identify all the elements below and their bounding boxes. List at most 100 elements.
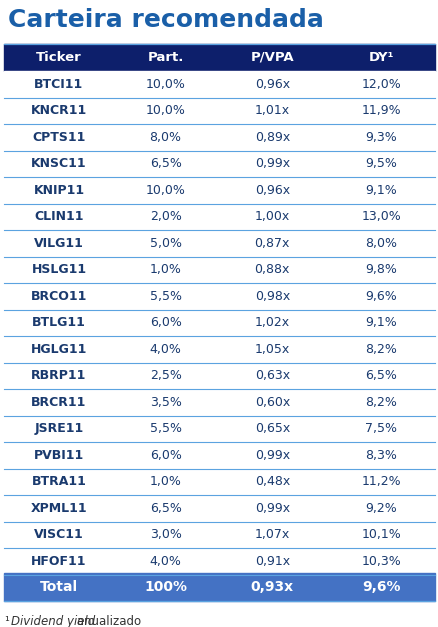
Bar <box>4 389 434 416</box>
Bar <box>4 442 434 468</box>
Text: 9,1%: 9,1% <box>364 184 396 197</box>
Text: 1,07x: 1,07x <box>254 529 289 541</box>
Text: 5,0%: 5,0% <box>149 237 181 250</box>
Text: 6,0%: 6,0% <box>149 316 181 329</box>
Bar <box>4 573 434 601</box>
Text: Ticker: Ticker <box>36 51 81 64</box>
Text: 4,0%: 4,0% <box>149 343 181 356</box>
Text: P/VPA: P/VPA <box>250 51 293 64</box>
Text: 0,99x: 0,99x <box>254 157 289 171</box>
Text: RBRP11: RBRP11 <box>31 369 86 382</box>
Bar <box>4 336 434 362</box>
Bar <box>4 522 434 548</box>
Text: Total: Total <box>40 580 78 594</box>
Text: BTCI11: BTCI11 <box>34 78 83 91</box>
Text: HGLG11: HGLG11 <box>31 343 87 356</box>
Text: 0,98x: 0,98x <box>254 290 289 303</box>
Text: 5,5%: 5,5% <box>149 290 181 303</box>
Text: 11,2%: 11,2% <box>360 475 400 488</box>
Text: 0,99x: 0,99x <box>254 449 289 461</box>
Text: 7,5%: 7,5% <box>364 422 396 435</box>
Bar <box>4 495 434 522</box>
Text: BTRA11: BTRA11 <box>32 475 86 488</box>
Bar <box>4 256 434 283</box>
Text: BTLG11: BTLG11 <box>32 316 86 329</box>
Text: 1,0%: 1,0% <box>149 475 181 488</box>
Bar <box>4 548 434 574</box>
Text: Part.: Part. <box>147 51 184 64</box>
Text: 6,5%: 6,5% <box>149 157 181 171</box>
Text: KNCR11: KNCR11 <box>31 104 87 117</box>
Text: 10,3%: 10,3% <box>360 555 400 568</box>
Text: 0,88x: 0,88x <box>254 263 290 277</box>
Bar <box>4 44 434 71</box>
Text: HSLG11: HSLG11 <box>32 263 86 277</box>
Text: 1,05x: 1,05x <box>254 343 289 356</box>
Text: 1,0%: 1,0% <box>149 263 181 277</box>
Text: 8,2%: 8,2% <box>364 396 396 409</box>
Text: Carteira recomendada: Carteira recomendada <box>8 8 323 32</box>
Text: 9,8%: 9,8% <box>364 263 396 277</box>
Text: 11,9%: 11,9% <box>360 104 400 117</box>
Text: 4,0%: 4,0% <box>149 555 181 568</box>
Text: 12,0%: 12,0% <box>360 78 400 91</box>
Text: 10,0%: 10,0% <box>145 104 185 117</box>
Text: 8,0%: 8,0% <box>364 237 396 250</box>
Text: 0,65x: 0,65x <box>254 422 289 435</box>
Text: 0,91x: 0,91x <box>254 555 289 568</box>
Text: 8,3%: 8,3% <box>364 449 396 461</box>
Bar <box>4 230 434 256</box>
Text: 9,6%: 9,6% <box>364 290 396 303</box>
Text: 100%: 100% <box>144 580 187 594</box>
Text: 0,63x: 0,63x <box>254 369 289 382</box>
Text: DY¹: DY¹ <box>367 51 393 64</box>
Text: 8,0%: 8,0% <box>149 131 181 144</box>
Text: 6,0%: 6,0% <box>149 449 181 461</box>
Text: 0,89x: 0,89x <box>254 131 289 144</box>
Bar <box>4 416 434 442</box>
Text: 9,2%: 9,2% <box>364 502 396 515</box>
Text: 13,0%: 13,0% <box>360 210 400 223</box>
Text: CPTS11: CPTS11 <box>32 131 85 144</box>
Text: Dividend yield: Dividend yield <box>11 615 95 627</box>
Bar <box>4 98 434 124</box>
Bar <box>4 150 434 177</box>
Text: ¹: ¹ <box>4 615 9 627</box>
Text: 1,02x: 1,02x <box>254 316 289 329</box>
Text: 3,5%: 3,5% <box>149 396 181 409</box>
Bar <box>4 283 434 310</box>
Text: anualizado: anualizado <box>73 615 141 627</box>
Text: 0,96x: 0,96x <box>254 78 289 91</box>
Text: KNIP11: KNIP11 <box>33 184 85 197</box>
Text: 5,5%: 5,5% <box>149 422 181 435</box>
Text: VISC11: VISC11 <box>34 529 84 541</box>
Text: 6,5%: 6,5% <box>149 502 181 515</box>
Text: 0,60x: 0,60x <box>254 396 289 409</box>
Text: 8,2%: 8,2% <box>364 343 396 356</box>
Text: KNSC11: KNSC11 <box>31 157 87 171</box>
Text: 9,6%: 9,6% <box>361 580 399 594</box>
Bar <box>4 177 434 204</box>
Text: 3,0%: 3,0% <box>149 529 181 541</box>
Text: 2,5%: 2,5% <box>149 369 181 382</box>
Text: 0,87x: 0,87x <box>254 237 290 250</box>
Text: 9,3%: 9,3% <box>364 131 396 144</box>
Text: 2,0%: 2,0% <box>149 210 181 223</box>
Text: 1,00x: 1,00x <box>254 210 289 223</box>
Bar <box>4 124 434 150</box>
Text: VILG11: VILG11 <box>34 237 84 250</box>
Text: XPML11: XPML11 <box>31 502 87 515</box>
Bar <box>4 310 434 336</box>
Text: PVBI11: PVBI11 <box>34 449 84 461</box>
Text: JSRE11: JSRE11 <box>34 422 83 435</box>
Bar <box>4 468 434 495</box>
Text: 0,93x: 0,93x <box>250 580 293 594</box>
Bar <box>4 204 434 230</box>
Text: CLIN11: CLIN11 <box>34 210 84 223</box>
Text: BRCO11: BRCO11 <box>31 290 87 303</box>
Text: 0,96x: 0,96x <box>254 184 289 197</box>
Text: 10,0%: 10,0% <box>145 78 185 91</box>
Text: 0,48x: 0,48x <box>254 475 289 488</box>
Text: 9,5%: 9,5% <box>364 157 396 171</box>
Text: 10,0%: 10,0% <box>145 184 185 197</box>
